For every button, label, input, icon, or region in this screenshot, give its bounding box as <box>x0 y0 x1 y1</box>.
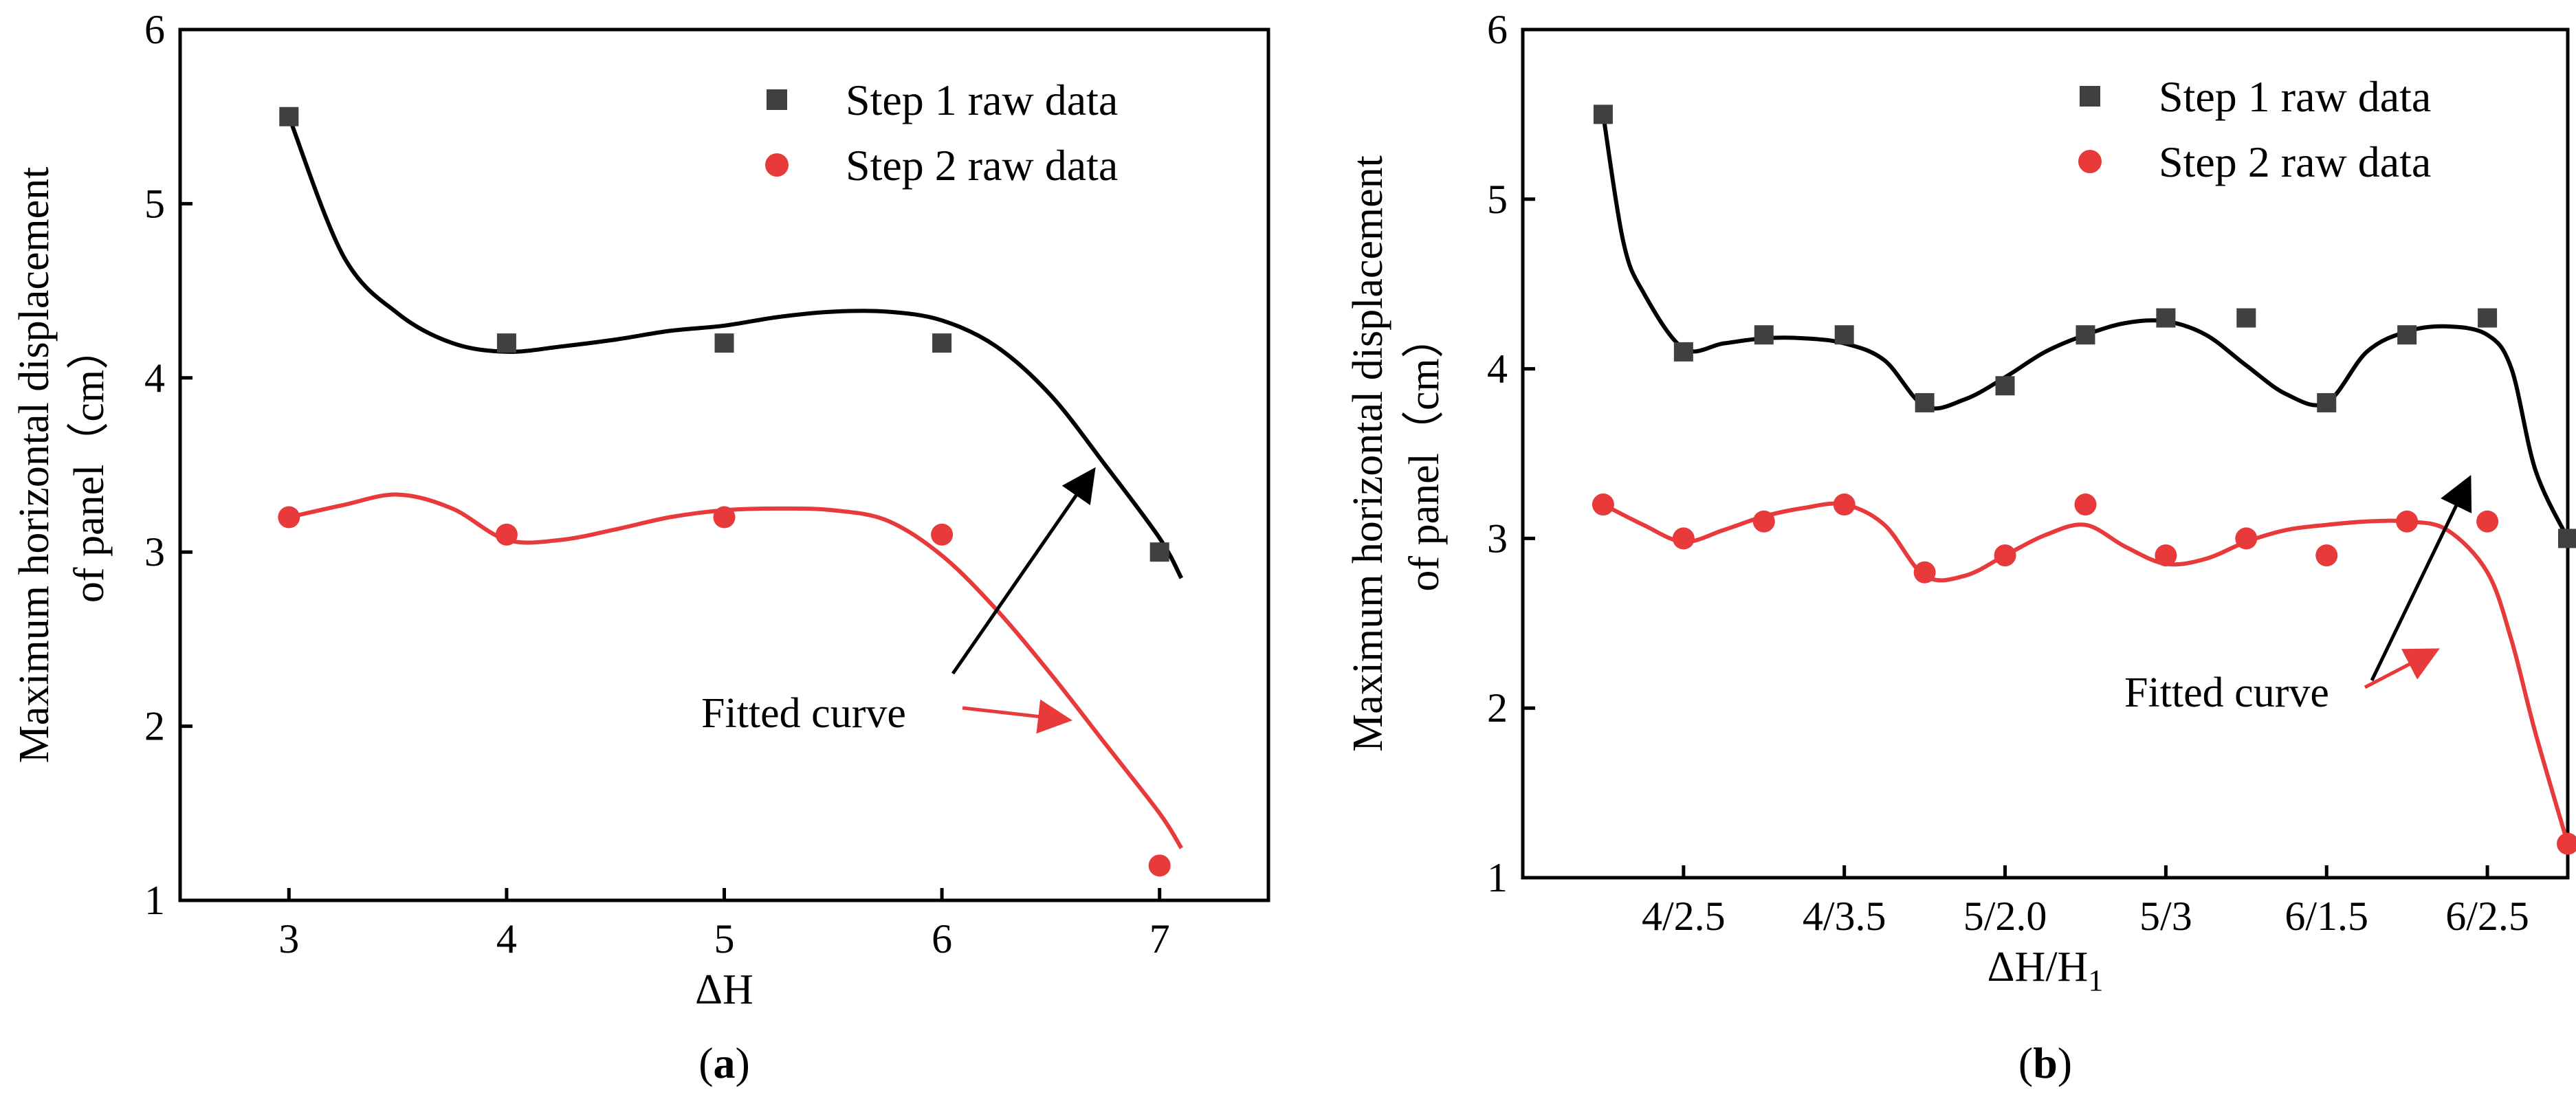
y-tick-label: 5 <box>1487 177 1508 222</box>
data-point-series-2 <box>2557 832 2576 855</box>
data-point-series-1 <box>496 333 516 353</box>
data-point-series-1 <box>1754 325 1774 345</box>
panel-label: (a) <box>698 1039 750 1087</box>
data-point-series-2 <box>1833 493 1856 516</box>
data-point-series-1 <box>2076 325 2095 345</box>
data-point-series-2 <box>1592 493 1614 516</box>
data-point-series-1 <box>2478 308 2498 328</box>
data-point-series-2 <box>278 506 300 529</box>
fitted-curve-series-1 <box>287 115 1184 579</box>
data-point-series-1 <box>2236 308 2256 328</box>
y-axis-label-line2: of panel（cm） <box>66 327 113 603</box>
data-point-series-1 <box>2156 308 2176 328</box>
y-tick-label: 1 <box>144 878 165 923</box>
annotation-arrow-red <box>962 699 1072 734</box>
x-tick-label: 6/2.5 <box>2445 893 2529 939</box>
fitted-curve-series-2 <box>1602 501 2570 845</box>
x-axis-label: ΔH/H1 <box>1988 944 2104 997</box>
y-tick-label: 4 <box>144 355 165 401</box>
data-point-series-1 <box>1995 376 2015 396</box>
data-point-series-1 <box>1915 392 1935 412</box>
x-axis-label-subscript: 1 <box>2088 964 2103 997</box>
annotation-fitted-curve: Fitted curve <box>701 690 906 737</box>
y-axis-label-line2: of panel（cm） <box>1401 315 1448 591</box>
x-tick-label: 5/2.0 <box>1963 893 2047 939</box>
y-tick-label: 6 <box>144 7 165 52</box>
data-point-series-1 <box>279 107 299 126</box>
x-axis-label-text: ΔH <box>695 966 753 1013</box>
y-tick-label: 4 <box>1487 346 1508 392</box>
data-point-series-1 <box>932 333 952 353</box>
x-axis-label-text: ΔH/H <box>1988 944 2089 990</box>
x-tick-label: 3 <box>278 916 299 962</box>
y-tick-label: 5 <box>144 181 165 226</box>
data-point-series-2 <box>2235 527 2258 550</box>
data-point-series-1 <box>1149 542 1169 562</box>
plot-frame <box>1521 27 2570 880</box>
data-point-series-2 <box>1672 527 1695 550</box>
x-tick-label: 5/3 <box>2139 893 2192 939</box>
panel-label-letter: a <box>714 1039 736 1087</box>
x-tick-label: 7 <box>1149 916 1170 962</box>
data-point-series-2 <box>1913 561 1936 584</box>
data-point-series-2 <box>2315 544 2338 567</box>
y-tick-label: 1 <box>1487 855 1508 900</box>
x-tick-label: 6 <box>932 916 952 962</box>
data-point-series-2 <box>1994 544 2016 567</box>
data-point-series-1 <box>2317 392 2337 412</box>
annotation-arrow-red <box>2364 648 2440 689</box>
y-axis-label-line1: Maximum horizontal displacement <box>11 167 58 764</box>
y-tick-label: 3 <box>144 529 165 575</box>
y-tick-label: 2 <box>1487 685 1508 731</box>
data-point-series-2 <box>495 523 518 546</box>
panel-label-letter: b <box>2033 1039 2058 1087</box>
data-point-series-2 <box>713 506 736 529</box>
legend-marker-series-2 <box>2078 150 2102 173</box>
legend-marker-series-1 <box>767 89 787 110</box>
data-point-series-1 <box>1673 342 1693 362</box>
data-point-series-2 <box>1752 510 1775 533</box>
data-point-series-2 <box>2074 493 2097 516</box>
x-tick-label: 4 <box>496 916 517 962</box>
legend-label-series-2: Step 2 raw data <box>2159 137 2431 186</box>
x-tick-label: 4/3.5 <box>1803 893 1886 939</box>
y-tick-label: 6 <box>1487 7 1508 52</box>
legend-marker-series-1 <box>2080 86 2100 107</box>
annotation-arrow-black <box>2370 474 2472 682</box>
x-axis-label: ΔH <box>695 966 753 1013</box>
data-point-series-2 <box>2396 510 2419 533</box>
data-point-series-2 <box>931 523 954 546</box>
data-point-series-2 <box>2155 544 2177 567</box>
annotation-fitted-curve: Fitted curve <box>2124 669 2329 716</box>
legend-label-series-1: Step 1 raw data <box>2159 72 2431 121</box>
annotation-arrow-black <box>951 467 1096 675</box>
x-tick-label: 5 <box>714 916 735 962</box>
panel-a-chart: 1 2 3 4 5 6 3 4 5 6 7 ΔH Maximum horizontal displace… <box>11 7 1270 1087</box>
x-tick-label: 4/2.5 <box>1642 893 1726 939</box>
data-point-series-1 <box>2558 529 2576 548</box>
legend-marker-series-2 <box>765 153 789 177</box>
legend-label-series-2: Step 2 raw data <box>846 141 1118 190</box>
y-tick-label: 2 <box>144 704 165 749</box>
data-point-series-1 <box>1834 325 1854 345</box>
data-point-series-1 <box>714 333 734 353</box>
x-tick-label: 6/1.5 <box>2285 893 2368 939</box>
fitted-curve-series-2 <box>288 492 1183 850</box>
data-point-series-2 <box>2476 510 2499 533</box>
data-point-series-1 <box>2397 325 2417 345</box>
data-point-series-2 <box>1148 854 1171 877</box>
panel-label: (b) <box>2018 1039 2072 1087</box>
data-point-series-1 <box>1593 104 1613 124</box>
y-axis-label-line1: Maximum horizontal displacement <box>1345 155 1391 752</box>
legend-label-series-1: Step 1 raw data <box>846 76 1118 124</box>
y-tick-label: 3 <box>1487 515 1508 561</box>
